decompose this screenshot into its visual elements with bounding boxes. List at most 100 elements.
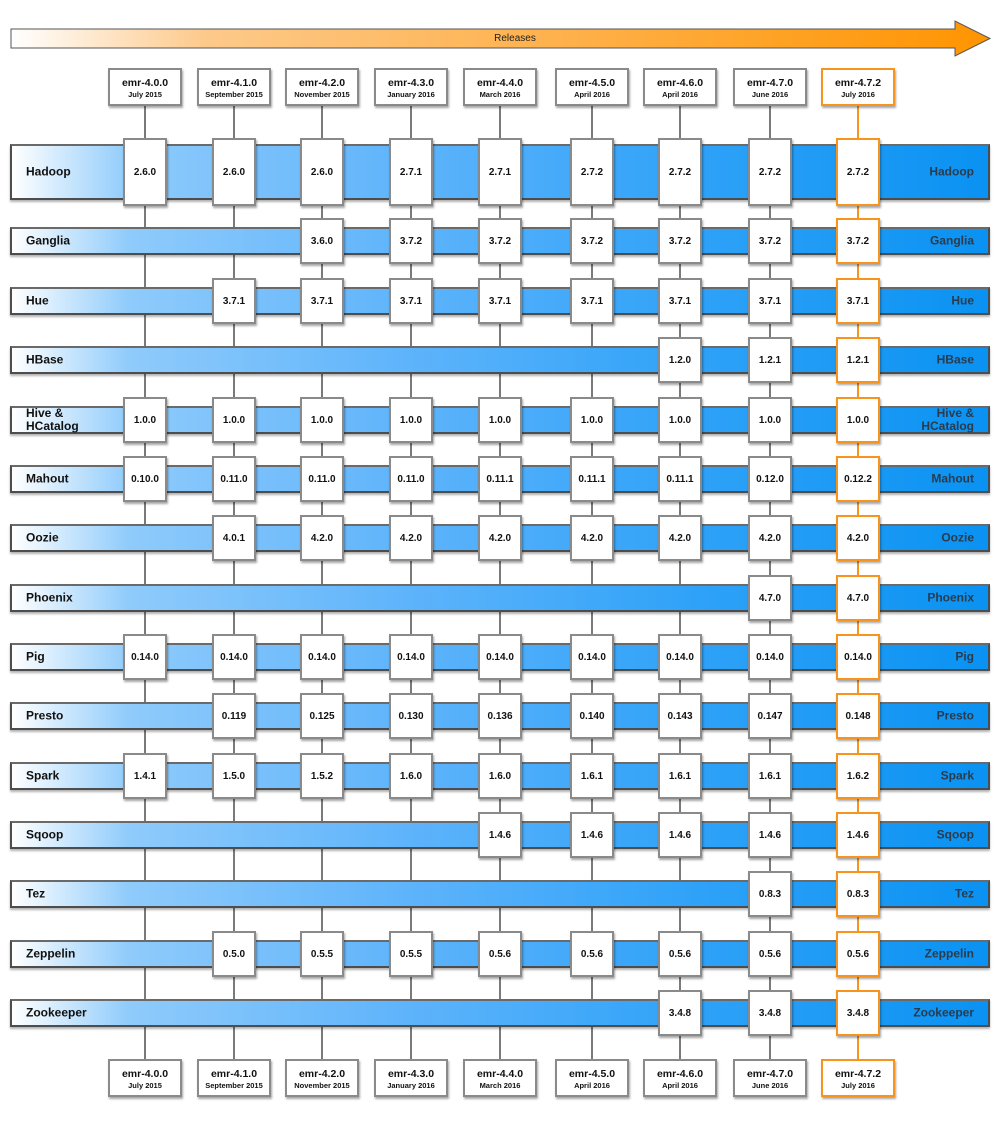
version-box: 3.7.1 <box>478 278 522 324</box>
version-box: 3.4.8 <box>658 990 702 1036</box>
version-box: 2.7.1 <box>389 138 433 206</box>
release-date: April 2016 <box>574 90 610 99</box>
release-date: June 2016 <box>751 1081 789 1090</box>
release-name: emr-4.7.2 <box>834 1068 882 1080</box>
version-box: 3.7.2 <box>748 218 792 264</box>
app-label: Hive & HCatalog <box>26 406 79 433</box>
version-box: 0.10.0 <box>123 456 167 502</box>
app-label-right: Ganglia <box>929 233 974 248</box>
release-date: November 2015 <box>294 1081 350 1090</box>
release-footer: emr-4.5.0 April 2016 <box>555 1059 629 1097</box>
version-box: 3.4.8 <box>748 990 792 1036</box>
app-label-right: Zookeeper <box>913 1005 974 1020</box>
version-box: 1.0.0 <box>570 397 614 443</box>
version-box: 2.7.2 <box>748 138 792 206</box>
app-bar-tez: Tez Tez <box>10 880 990 908</box>
version-box: 4.0.1 <box>212 515 256 561</box>
release-header: emr-4.2.0 November 2015 <box>285 68 359 106</box>
version-box: 1.0.0 <box>123 397 167 443</box>
release-date: September 2015 <box>205 90 263 99</box>
version-box: 1.6.0 <box>478 753 522 799</box>
app-bar-phoenix: Phoenix Phoenix <box>10 584 990 612</box>
version-box: 4.2.0 <box>836 515 880 561</box>
release-date: July 2016 <box>841 90 875 99</box>
version-box: 0.147 <box>748 693 792 739</box>
release-name: emr-4.3.0 <box>387 77 435 89</box>
app-label-right: Hive & HCatalog <box>921 406 974 433</box>
release-date: July 2015 <box>128 1081 162 1090</box>
version-box: 0.143 <box>658 693 702 739</box>
release-name: emr-4.6.0 <box>656 1068 704 1080</box>
version-box: 3.7.2 <box>389 218 433 264</box>
version-box: 0.14.0 <box>478 634 522 680</box>
release-header: emr-4.4.0 March 2016 <box>463 68 537 106</box>
version-box: 0.5.6 <box>658 931 702 977</box>
release-line <box>679 100 681 1065</box>
version-box: 4.2.0 <box>748 515 792 561</box>
app-label-right: Oozie <box>941 530 974 545</box>
app-label: Tez <box>26 886 46 901</box>
release-header: emr-4.3.0 January 2016 <box>374 68 448 106</box>
release-footer: emr-4.3.0 January 2016 <box>374 1059 448 1097</box>
version-box: 0.136 <box>478 693 522 739</box>
version-box: 3.7.1 <box>836 278 880 324</box>
app-label: HBase <box>26 352 64 367</box>
release-name: emr-4.4.0 <box>476 77 524 89</box>
release-date: July 2016 <box>841 1081 875 1090</box>
release-name: emr-4.3.0 <box>387 1068 435 1080</box>
version-box: 4.2.0 <box>570 515 614 561</box>
release-footer: emr-4.1.0 September 2015 <box>197 1059 271 1097</box>
version-box: 0.11.1 <box>658 456 702 502</box>
app-label: Mahout <box>26 471 69 486</box>
release-header: emr-4.7.0 June 2016 <box>733 68 807 106</box>
version-box: 1.0.0 <box>212 397 256 443</box>
version-box: 3.7.1 <box>658 278 702 324</box>
version-box: 3.7.2 <box>478 218 522 264</box>
version-box: 0.5.6 <box>478 931 522 977</box>
release-footer: emr-4.0.0 July 2015 <box>108 1059 182 1097</box>
version-box: 3.6.0 <box>300 218 344 264</box>
version-box: 0.148 <box>836 693 880 739</box>
app-label-right: Spark <box>940 768 974 783</box>
version-box: 3.7.1 <box>212 278 256 324</box>
version-box: 0.8.3 <box>748 871 792 917</box>
release-name: emr-4.5.0 <box>568 1068 616 1080</box>
app-label-right: Hadoop <box>929 164 974 179</box>
version-box: 1.0.0 <box>658 397 702 443</box>
app-label-right: Pig <box>955 649 974 664</box>
version-box: 0.14.0 <box>300 634 344 680</box>
app-label-right: Zeppelin <box>924 946 974 961</box>
version-box: 0.140 <box>570 693 614 739</box>
version-box: 0.5.5 <box>300 931 344 977</box>
version-box: 1.6.0 <box>389 753 433 799</box>
version-box: 3.7.2 <box>658 218 702 264</box>
version-box: 4.2.0 <box>389 515 433 561</box>
release-date: September 2015 <box>205 1081 263 1090</box>
version-box: 3.7.1 <box>300 278 344 324</box>
release-line <box>410 100 412 1065</box>
release-header: emr-4.5.0 April 2016 <box>555 68 629 106</box>
version-box: 4.7.0 <box>836 575 880 621</box>
app-label-right: Mahout <box>931 471 974 486</box>
version-box: 2.6.0 <box>212 138 256 206</box>
version-box: 0.11.0 <box>389 456 433 502</box>
app-label: Hue <box>26 293 49 308</box>
version-box: 2.6.0 <box>123 138 167 206</box>
app-label: Ganglia <box>26 233 71 248</box>
version-box: 0.130 <box>389 693 433 739</box>
version-box: 0.11.0 <box>212 456 256 502</box>
release-name: emr-4.4.0 <box>476 1068 524 1080</box>
version-box: 1.6.2 <box>836 753 880 799</box>
version-box: 1.4.6 <box>836 812 880 858</box>
version-box: 1.2.0 <box>658 337 702 383</box>
version-box: 4.2.0 <box>478 515 522 561</box>
version-box: 1.0.0 <box>300 397 344 443</box>
version-box: 1.4.6 <box>478 812 522 858</box>
version-box: 0.5.6 <box>570 931 614 977</box>
version-box: 0.125 <box>300 693 344 739</box>
version-box: 1.5.0 <box>212 753 256 799</box>
version-box: 1.0.0 <box>389 397 433 443</box>
version-box: 0.5.6 <box>748 931 792 977</box>
version-box: 0.14.0 <box>748 634 792 680</box>
